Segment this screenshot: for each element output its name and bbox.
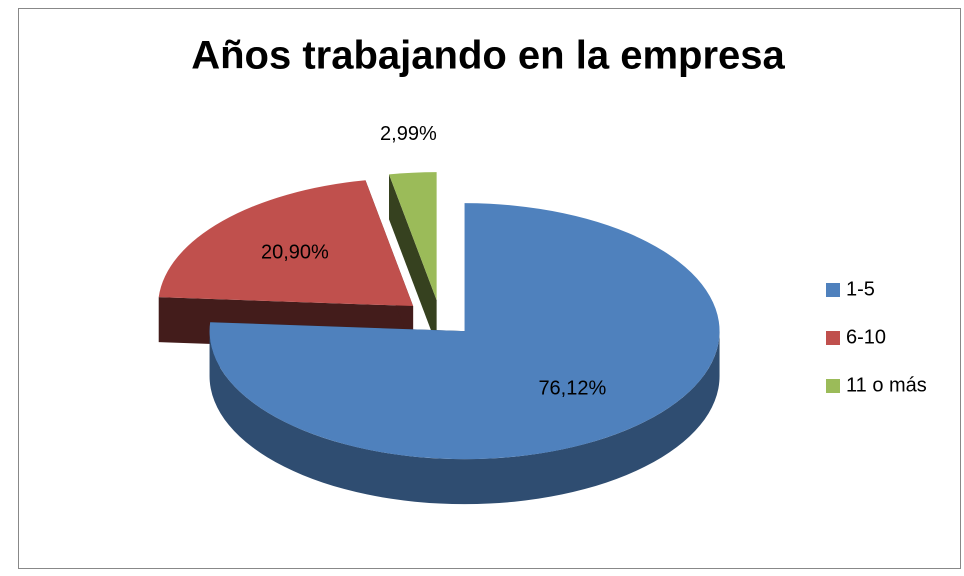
slice-tops <box>158 172 720 460</box>
legend-swatch <box>826 331 840 345</box>
data-label: 2,99% <box>380 123 437 145</box>
legend-label: 6-10 <box>846 326 886 348</box>
slice-side <box>209 331 720 505</box>
slice <box>209 203 720 460</box>
chart-title: Años trabajando en la empresa <box>191 34 785 78</box>
legend-swatch <box>826 283 840 297</box>
slice <box>158 180 414 307</box>
data-label: 76,12% <box>538 377 606 399</box>
legend-label: 1-5 <box>846 278 875 300</box>
slice <box>389 172 437 301</box>
slice-cut-face <box>389 174 437 346</box>
legend-label: 11 o más <box>846 374 927 396</box>
legend-swatch <box>826 379 840 393</box>
data-label: 20,90% <box>261 242 329 264</box>
